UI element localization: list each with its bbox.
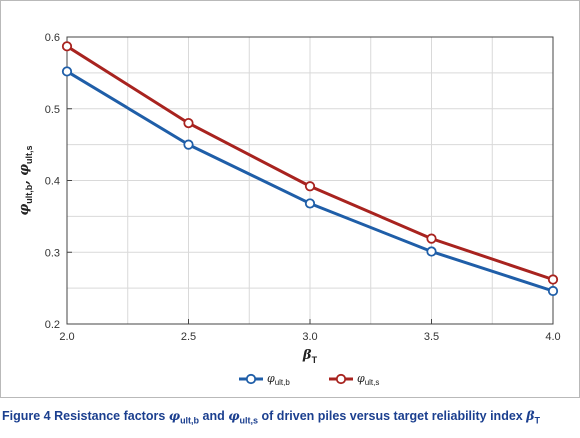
axis-ticks: 2.0 2.5 3.0 3.5 4.0 0.2 0.3 0.4 0.5 0.6 (45, 32, 561, 343)
y-tick-label: 0.2 (45, 319, 60, 331)
x-tick-label: 2.5 (181, 331, 196, 343)
caption-label: Figure 4 (2, 409, 51, 423)
series-group (61, 41, 559, 297)
figure-frame: 2.0 2.5 3.0 3.5 4.0 0.2 0.3 0.4 0.5 0.6 βT φult,b… (0, 0, 580, 398)
y-axis-title-subscript-2: ult,s (24, 145, 34, 164)
y-axis-title-subscript-1: ult,b (24, 184, 34, 203)
x-axis-title-subscript: T (312, 355, 318, 365)
y-tick-label: 0.6 (45, 32, 60, 44)
y-axis-title-separator: , (17, 176, 32, 186)
y-tick-label: 0.5 (45, 104, 60, 116)
caption-part-2: and (199, 409, 229, 423)
data-point-ult-b (183, 139, 194, 150)
caption-symbol-2: φ (228, 408, 240, 423)
grid (67, 37, 553, 324)
y-axis-title-symbol-1: φ (17, 204, 32, 216)
data-point-ult-b (61, 66, 73, 77)
caption-symbol-1: φ (168, 408, 181, 423)
x-tick-label: 3.5 (424, 331, 439, 343)
y-tick-label: 0.3 (45, 247, 60, 259)
legend-marker-ult-b (245, 373, 257, 385)
data-point-ult-s (547, 274, 559, 285)
legend-label-ult-b: φult,b (267, 372, 290, 387)
legend-label-ult-s: φult,s (357, 372, 379, 387)
legend-subscript-ult-s: ult,s (365, 378, 380, 387)
figure-caption: Figure 4 Resistance factors φult,b and φ… (2, 408, 578, 426)
legend-marker-ult-s (335, 373, 347, 385)
caption-part-1: Resistance factors (54, 409, 169, 423)
data-point-ult-b (547, 285, 559, 297)
legend-subscript-ult-b: ult,b (275, 378, 291, 387)
x-axis-title-symbol: β (302, 348, 312, 363)
line-chart: 2.0 2.5 3.0 3.5 4.00.20.30.40.50.6 βT φult,b… (17, 32, 561, 387)
caption-symbol-3: β (526, 408, 535, 423)
data-point-ult-b (426, 246, 437, 257)
y-tick-label: 0.4 (45, 176, 60, 188)
data-point-ult-b (304, 198, 316, 209)
caption-subscript-2: ult,s (239, 415, 259, 426)
caption-subscript-3: T (534, 415, 541, 426)
legend-symbol-ult-s: φ (357, 372, 365, 385)
x-tick-label: 3.0 (302, 331, 317, 343)
data-point-ult-s (304, 181, 316, 192)
data-point-ult-s (426, 233, 437, 244)
caption-part-3: of driven piles versus target reliabilit… (258, 409, 527, 423)
x-axis-title: βT (302, 348, 318, 365)
x-tick-label: 4.0 (545, 331, 560, 343)
y-axis-title-symbol-2: φ (17, 164, 32, 176)
data-point-ult-s (61, 41, 73, 52)
legend-symbol-ult-b: φ (267, 372, 275, 385)
data-point-ult-s (183, 118, 194, 129)
caption-subscript-1: ult,b (180, 415, 200, 426)
legend: φult,b φult,s (239, 372, 379, 387)
x-tick-label: 2.0 (59, 331, 74, 343)
y-axis-title: φult,b, φult,s (17, 145, 34, 215)
